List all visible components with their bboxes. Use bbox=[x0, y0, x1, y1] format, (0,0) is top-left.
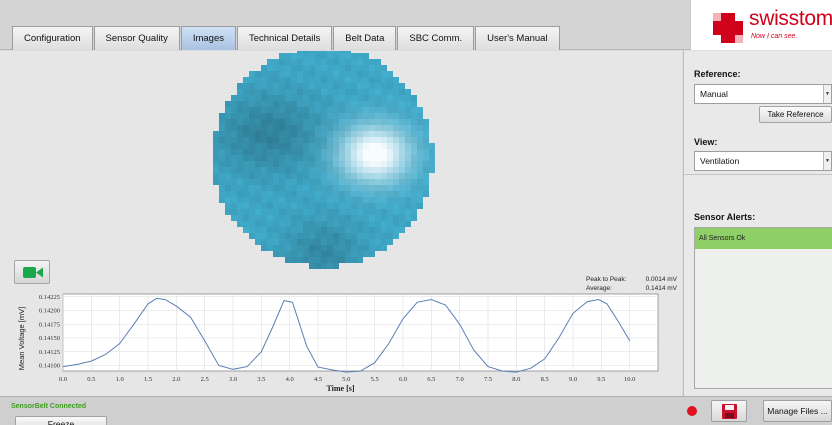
sensor-alerts-label: Sensor Alerts: bbox=[694, 212, 756, 222]
view-select[interactable]: Ventilation ▼ bbox=[694, 151, 832, 171]
voltage-series-line bbox=[62, 297, 631, 373]
y-tick-label: 0.14150 bbox=[39, 335, 60, 342]
x-tick-label: 7.5 bbox=[484, 376, 492, 383]
tab-sbc-comm[interactable]: SBC Comm. bbox=[397, 26, 475, 50]
signal-stats: Peak to Peak: 0.0014 mV Average: 0.1414 mV bbox=[586, 275, 677, 293]
x-tick-label: 8.0 bbox=[512, 376, 520, 383]
x-tick-label: 8.5 bbox=[541, 376, 549, 383]
x-tick-label: 5.5 bbox=[371, 376, 379, 383]
view-label: View: bbox=[694, 137, 718, 147]
y-tick-label: 0.14175 bbox=[39, 321, 60, 328]
y-tick-label: 0.14125 bbox=[39, 349, 60, 356]
x-tick-label: 9.5 bbox=[597, 376, 605, 383]
sensor-alerts-list: All Sensors Ok bbox=[694, 227, 832, 389]
x-tick-label: 3.0 bbox=[229, 376, 237, 383]
tab-images[interactable]: Images bbox=[180, 26, 236, 50]
view-select-value: Ventilation bbox=[700, 156, 740, 166]
tab-users-manual[interactable]: User's Manual bbox=[475, 26, 560, 50]
x-tick-label: 10.0 bbox=[624, 376, 635, 383]
x-tick-label: 6.5 bbox=[427, 376, 435, 383]
record-dot-icon bbox=[687, 406, 697, 416]
eit-pixel-grid bbox=[213, 51, 435, 269]
manage-files-button[interactable]: Manage Files ... bbox=[763, 400, 832, 422]
images-panel: Peak to Peak: 0.0014 mV Average: 0.1414 mV… bbox=[0, 51, 682, 396]
plot-area bbox=[62, 293, 659, 372]
y-axis-label: Mean Voltage [mV] bbox=[17, 307, 26, 370]
status-bar: SensorBelt Connected Freeze Manage Files… bbox=[0, 396, 832, 425]
eit-image bbox=[213, 51, 435, 269]
x-tick-label: 0.5 bbox=[87, 376, 95, 383]
peak-to-peak-label: Peak to Peak: bbox=[586, 276, 627, 283]
chevron-down-icon: ▼ bbox=[823, 152, 831, 170]
x-tick-label: 2.0 bbox=[172, 376, 180, 383]
freeze-button[interactable]: Freeze bbox=[15, 416, 107, 425]
tab-belt-data[interactable]: Belt Data bbox=[333, 26, 397, 50]
right-panel: Reference: Manual ▼ Take Reference View:… bbox=[683, 51, 832, 396]
reference-select-value: Manual bbox=[700, 89, 728, 99]
floppy-disk-icon bbox=[722, 404, 737, 419]
x-axis-label: Time [s] bbox=[326, 384, 354, 393]
x-tick-label: 1.0 bbox=[116, 376, 124, 383]
tab-configuration[interactable]: Configuration bbox=[12, 26, 93, 50]
average-value: 0.1414 mV bbox=[645, 285, 677, 292]
brand-logo: swisstom Now I can see. bbox=[690, 0, 832, 50]
logo-slogan: Now I can see. bbox=[751, 33, 798, 40]
x-tick-label: 5.0 bbox=[342, 376, 350, 383]
x-tick-label: 7.0 bbox=[456, 376, 464, 383]
alert-item: All Sensors Ok bbox=[695, 228, 832, 249]
x-tick-label: 3.5 bbox=[257, 376, 265, 383]
tab-sensor-quality[interactable]: Sensor Quality bbox=[93, 26, 180, 50]
mean-voltage-chart: 0.0 0.5 1.0 1.5 2.0 2.5 3.0 3.5 4.0 4.5 5.0 5.5 6.0 6… bbox=[17, 293, 659, 393]
y-tick-label: 0.14100 bbox=[39, 363, 60, 370]
x-tick-label: 6.0 bbox=[399, 376, 407, 383]
x-tick-label: 4.5 bbox=[314, 376, 322, 383]
tab-bar: Configuration Sensor Quality Images Tech… bbox=[0, 0, 832, 50]
video-camera-icon bbox=[23, 267, 43, 278]
take-reference-button[interactable]: Take Reference bbox=[759, 106, 832, 123]
connection-status: SensorBelt Connected bbox=[11, 403, 87, 410]
tab-list: Configuration Sensor Quality Images Tech… bbox=[12, 26, 561, 50]
peak-to-peak-value: 0.0014 mV bbox=[645, 276, 677, 283]
y-tick-label: 0.14200 bbox=[39, 308, 60, 315]
average-label: Average: bbox=[586, 285, 612, 292]
x-tick-label: 2.5 bbox=[201, 376, 209, 383]
reference-label: Reference: bbox=[694, 69, 741, 79]
x-tick-label: 9.0 bbox=[569, 376, 577, 383]
logo-name: swisstom bbox=[749, 7, 832, 30]
tab-technical-details[interactable]: Technical Details bbox=[236, 26, 333, 50]
y-tick-label: 0.14225 bbox=[39, 294, 60, 301]
x-tick-label: 0.0 bbox=[59, 376, 67, 383]
save-button[interactable] bbox=[711, 400, 747, 422]
x-tick-label: 1.5 bbox=[144, 376, 152, 383]
chevron-down-icon: ▼ bbox=[823, 85, 831, 103]
reference-select[interactable]: Manual ▼ bbox=[694, 84, 832, 104]
swisstom-logo-icon bbox=[713, 13, 743, 43]
divider bbox=[684, 174, 832, 175]
video-record-button[interactable] bbox=[14, 260, 50, 284]
x-tick-label: 4.0 bbox=[286, 376, 294, 383]
